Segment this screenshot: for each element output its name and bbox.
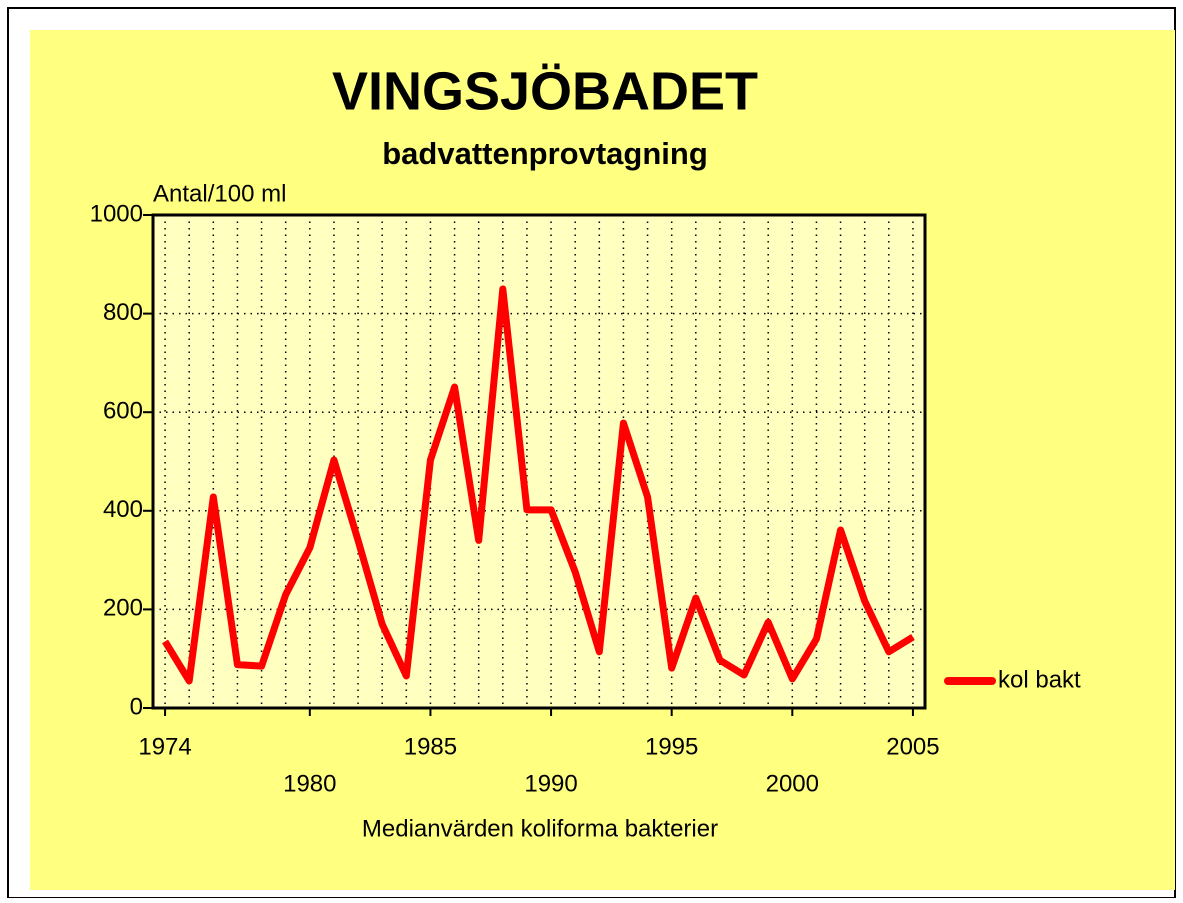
y-tick-label: 0 bbox=[130, 693, 143, 720]
chart-title: VINGSJÖBADET bbox=[332, 61, 758, 121]
x-tick-label: 2000 bbox=[766, 770, 819, 797]
data-line bbox=[162, 285, 915, 685]
y-tick-label: 800 bbox=[103, 299, 143, 326]
x-tick-label: 1990 bbox=[524, 770, 577, 797]
y-axis-label: Antal/100 ml bbox=[153, 180, 286, 207]
x-tick-label: 1980 bbox=[283, 770, 336, 797]
y-tick-label: 200 bbox=[103, 595, 143, 622]
x-tick-label: 1985 bbox=[404, 733, 457, 760]
plot-area bbox=[153, 215, 925, 708]
x-axis-label: Medianvärden koliforma bakterier bbox=[362, 815, 718, 842]
x-tick-label: 1974 bbox=[138, 733, 191, 760]
x-tick-label: 1995 bbox=[645, 733, 698, 760]
plot-border bbox=[151, 213, 927, 710]
y-tick-label: 600 bbox=[103, 398, 143, 425]
legend-label: kol bakt bbox=[998, 666, 1081, 693]
y-tick-label: 400 bbox=[103, 496, 143, 523]
y-tick-label: 1000 bbox=[90, 200, 143, 227]
chart-subtitle: badvattenprovtagning bbox=[382, 136, 708, 171]
x-tick-label: 2005 bbox=[886, 733, 939, 760]
